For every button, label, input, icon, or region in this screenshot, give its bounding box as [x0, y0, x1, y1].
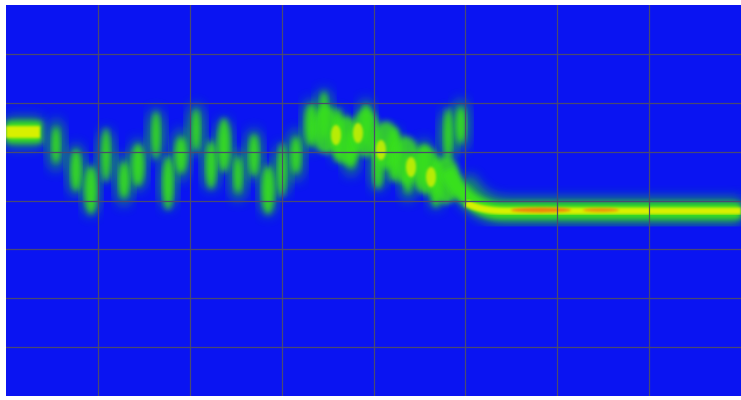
signal-burst	[85, 166, 97, 214]
signal-burst	[218, 118, 230, 172]
signal-burst	[119, 162, 129, 198]
signal-burst	[456, 107, 466, 143]
signal-burst	[132, 144, 144, 186]
signal-core-left	[6, 126, 40, 138]
signal-burst	[192, 109, 200, 151]
signal-burst	[444, 108, 452, 162]
signal-core-burst	[426, 167, 436, 187]
signal-peak	[511, 207, 571, 213]
signal-burst	[102, 128, 110, 182]
signal-core-burst	[376, 140, 386, 160]
signal-burst	[249, 134, 259, 176]
signal-burst	[52, 127, 60, 163]
signal-burst	[163, 156, 173, 210]
signal-burst	[234, 157, 242, 193]
signal-burst	[71, 149, 81, 191]
signal-burst	[152, 111, 160, 159]
signal-burst	[262, 166, 274, 214]
signal-burst	[291, 137, 301, 173]
signal-peak	[583, 208, 619, 212]
spectrogram-canvas	[6, 5, 741, 396]
signal-core-burst	[331, 125, 341, 145]
spectrogram-plot[interactable]	[6, 5, 741, 396]
signal-core-right	[464, 199, 741, 215]
signal-core-burst	[406, 157, 416, 177]
signal-burst	[206, 141, 216, 189]
signal-core-burst	[353, 123, 363, 143]
signal-burst	[175, 137, 187, 173]
